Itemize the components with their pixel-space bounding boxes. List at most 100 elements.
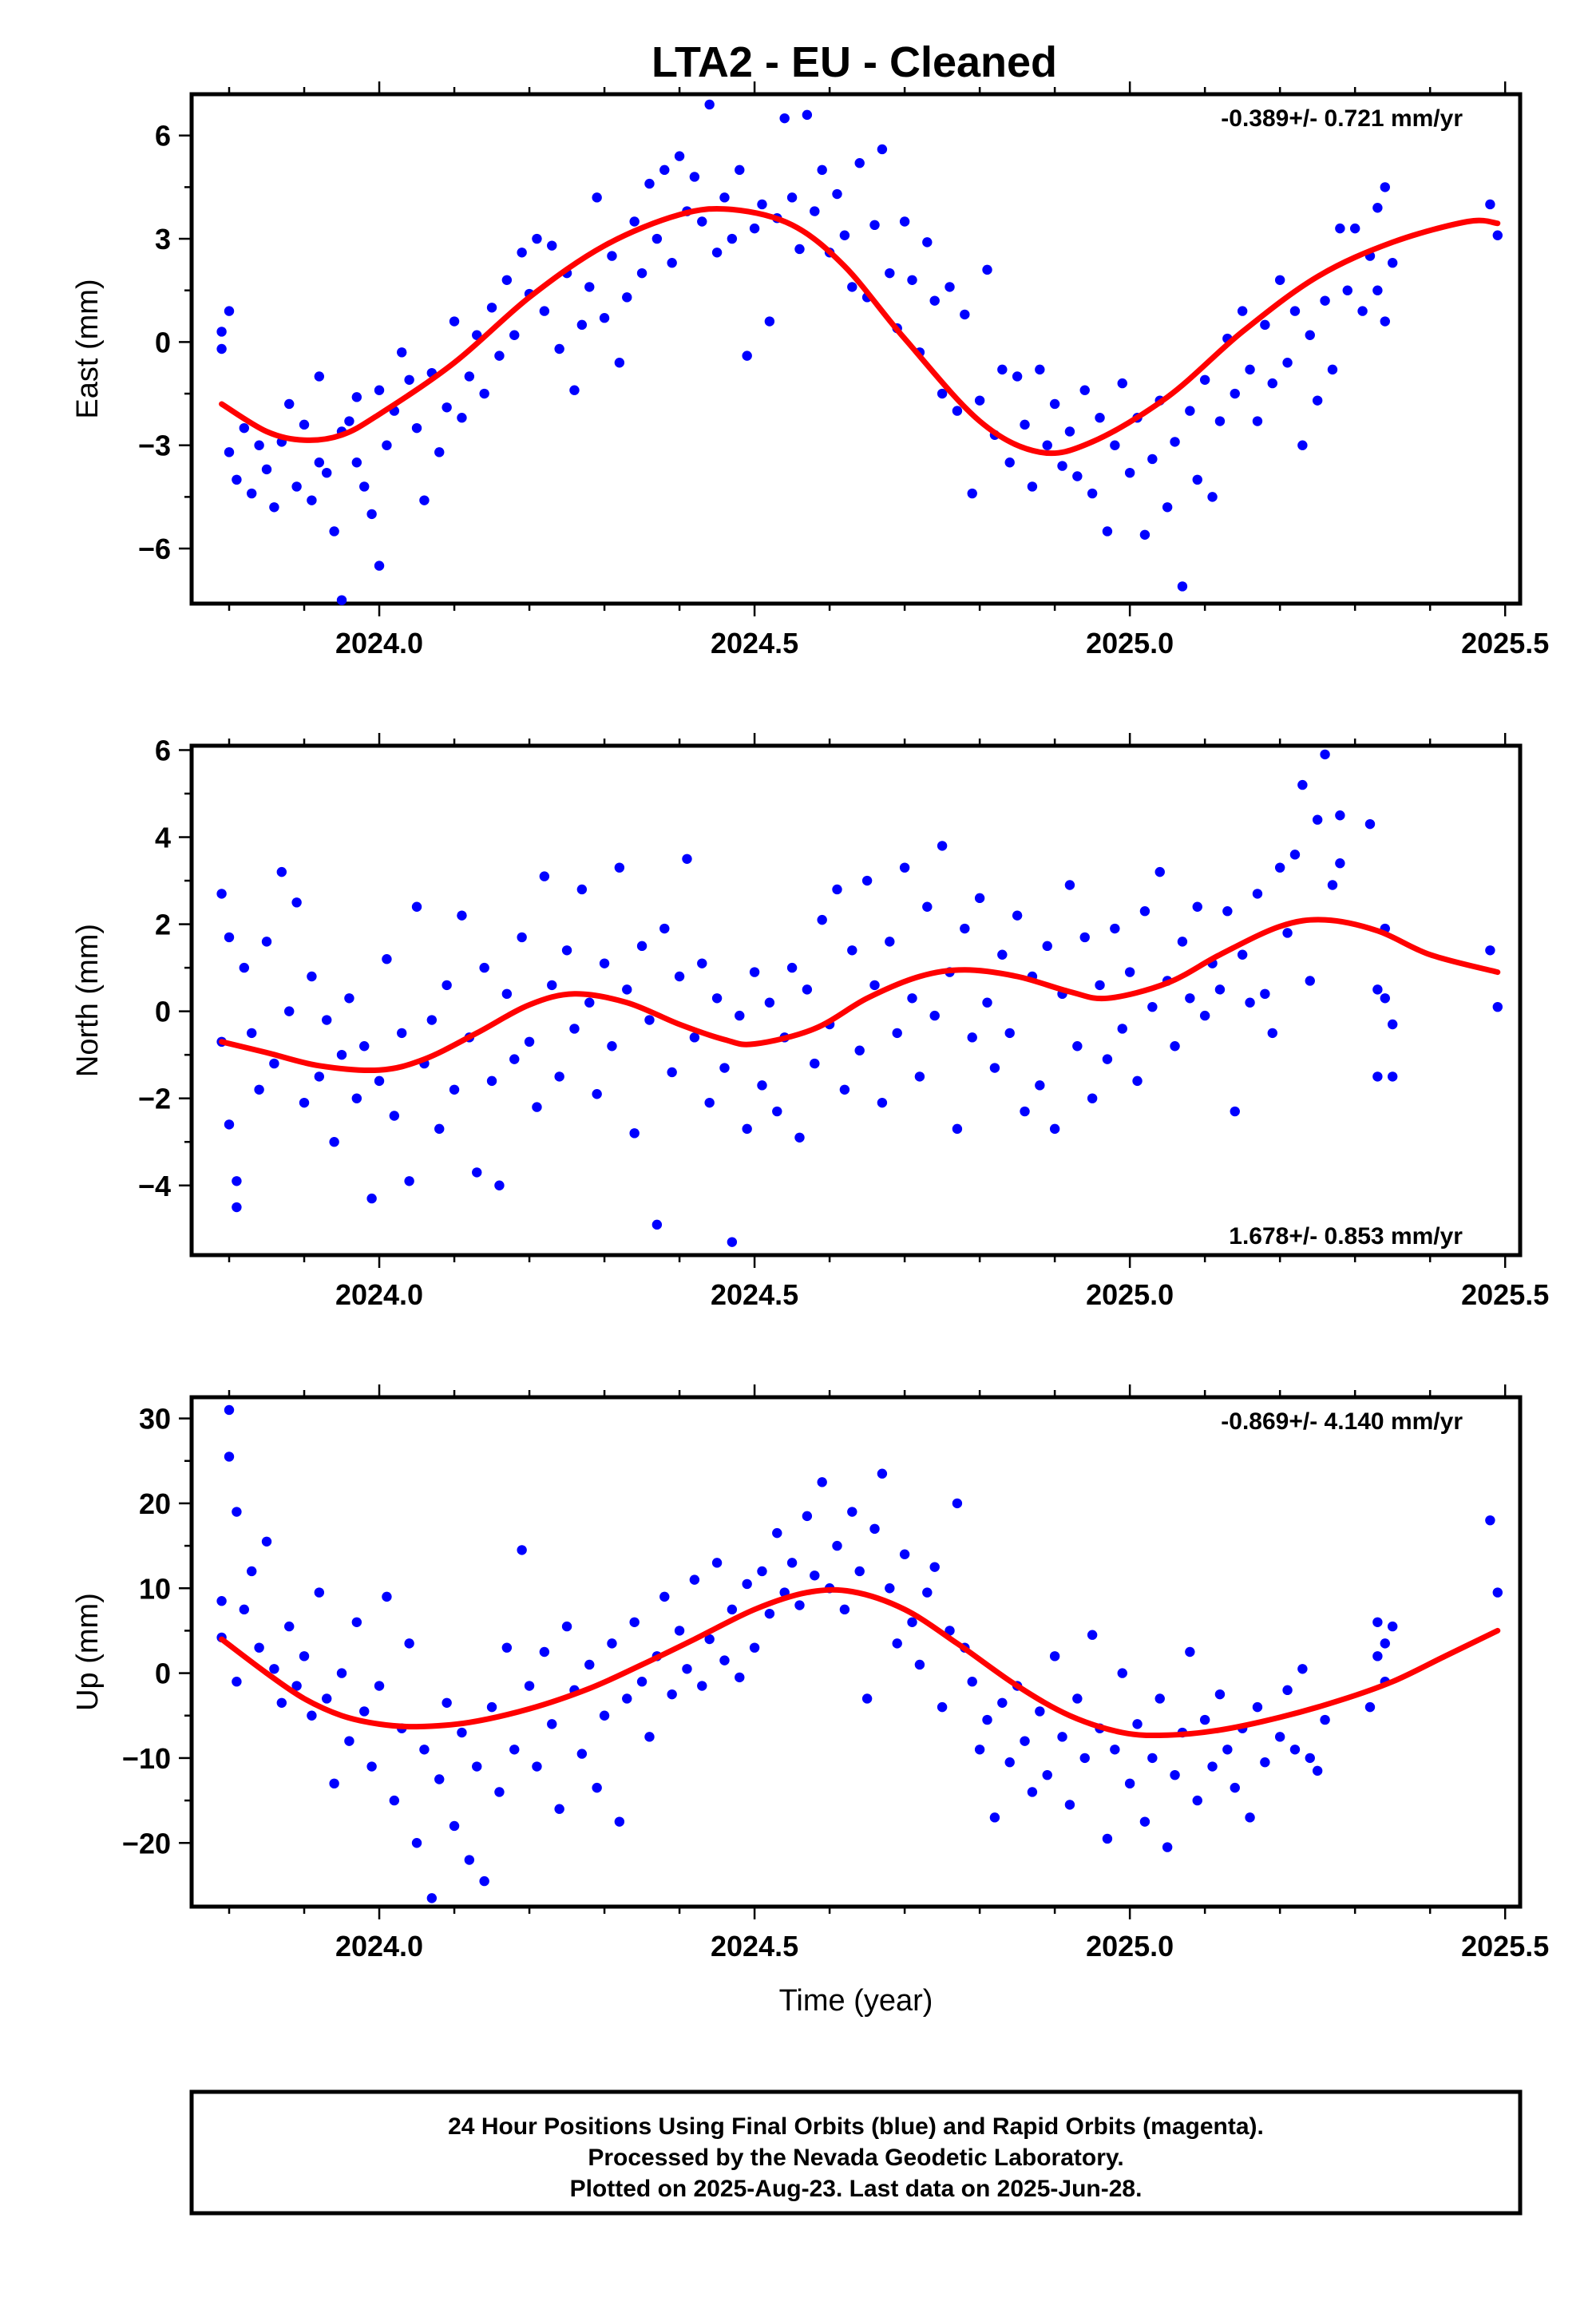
y-tick-label: 3 bbox=[155, 223, 171, 255]
observation-point bbox=[997, 364, 1008, 375]
observation-point bbox=[749, 1642, 760, 1653]
observation-point bbox=[269, 1058, 279, 1069]
observation-point bbox=[509, 330, 520, 340]
observation-point bbox=[614, 1816, 625, 1827]
observation-point bbox=[1087, 1093, 1098, 1103]
observation-point bbox=[667, 258, 677, 268]
observation-point bbox=[389, 1795, 400, 1806]
observation-point bbox=[261, 464, 272, 475]
observation-point bbox=[344, 416, 354, 426]
observation-point bbox=[1064, 1800, 1075, 1810]
north-y-axis-label: North (mm) bbox=[71, 924, 105, 1077]
observation-point bbox=[997, 1697, 1008, 1708]
observation-point bbox=[284, 398, 295, 410]
observation-point bbox=[599, 313, 610, 323]
observation-point bbox=[899, 216, 910, 227]
observation-point bbox=[1042, 941, 1052, 952]
observation-point bbox=[847, 282, 857, 292]
observation-point bbox=[494, 1180, 505, 1190]
observation-point bbox=[1012, 371, 1023, 382]
observation-point bbox=[1004, 1757, 1015, 1768]
observation-point bbox=[1305, 976, 1315, 986]
observation-point bbox=[419, 1745, 430, 1755]
observation-point bbox=[967, 1677, 977, 1687]
observation-point bbox=[254, 1642, 264, 1653]
observation-point bbox=[1027, 1787, 1038, 1797]
observation-point bbox=[786, 192, 798, 203]
observation-point bbox=[374, 385, 385, 395]
observation-point bbox=[524, 1681, 535, 1691]
observation-point bbox=[982, 1714, 992, 1725]
observation-point bbox=[1237, 306, 1248, 316]
observation-point bbox=[479, 962, 489, 973]
observation-point bbox=[794, 244, 805, 255]
observation-point bbox=[247, 1566, 257, 1577]
up-tick-marks: 2024.0 2024.5 2025.0 2025.5 −20 −10 0 10 20 30 bbox=[122, 1384, 1549, 1963]
caption-line-3: Plotted on 2025-Aug-23. Last data on 202… bbox=[570, 2176, 1143, 2202]
observation-point bbox=[232, 1202, 242, 1213]
observation-point bbox=[299, 1097, 310, 1108]
x-tick-label: 2025.5 bbox=[1461, 1278, 1549, 1311]
fit-curve bbox=[219, 1586, 1501, 1738]
caption-line-2: Processed by the Nevada Geodetic Laborat… bbox=[588, 2145, 1123, 2171]
east-y-axis-label: East (mm) bbox=[71, 279, 105, 418]
observation-point bbox=[802, 1511, 813, 1522]
up-rate-label: -0.869+/- 4.140 mm/yr bbox=[1221, 1408, 1463, 1435]
observation-point bbox=[1110, 1745, 1120, 1755]
observation-point bbox=[1154, 866, 1165, 877]
observation-point bbox=[644, 1732, 655, 1742]
observation-point bbox=[1327, 880, 1338, 890]
observation-point bbox=[847, 945, 857, 956]
observation-point bbox=[584, 1659, 595, 1670]
observation-point bbox=[1214, 1689, 1226, 1700]
observation-point bbox=[532, 1761, 542, 1772]
observation-point bbox=[885, 937, 895, 947]
observation-point bbox=[314, 1071, 325, 1082]
observation-point bbox=[472, 1761, 482, 1772]
observation-point bbox=[742, 1123, 752, 1135]
observation-point bbox=[960, 309, 970, 320]
x-tick-label: 2024.0 bbox=[335, 1278, 423, 1311]
observation-point bbox=[1079, 385, 1090, 395]
observation-point bbox=[366, 509, 377, 520]
observation-point bbox=[719, 1063, 730, 1073]
observation-point bbox=[727, 1604, 738, 1615]
observation-point bbox=[307, 971, 317, 982]
observation-point bbox=[861, 875, 873, 886]
observation-point bbox=[861, 1693, 873, 1704]
observation-point bbox=[547, 240, 557, 251]
observation-point bbox=[1132, 1719, 1143, 1729]
observation-point bbox=[772, 1106, 782, 1117]
observation-point bbox=[1282, 1685, 1293, 1696]
observation-point bbox=[247, 488, 257, 499]
observation-point bbox=[1110, 440, 1120, 450]
observation-point bbox=[974, 1745, 985, 1755]
observation-point bbox=[554, 1071, 564, 1082]
observation-point bbox=[974, 395, 985, 406]
observation-point bbox=[839, 1604, 850, 1615]
observation-point bbox=[614, 862, 625, 873]
observation-point bbox=[1139, 529, 1150, 540]
observation-point bbox=[224, 932, 235, 943]
observation-point bbox=[1192, 474, 1202, 485]
x-tick-label: 2025.0 bbox=[1086, 627, 1174, 659]
up-y-axis-label: Up (mm) bbox=[71, 1593, 105, 1711]
observation-point bbox=[576, 319, 588, 331]
observation-point bbox=[1110, 923, 1120, 934]
observation-point bbox=[1252, 889, 1263, 899]
observation-point bbox=[1260, 988, 1270, 1000]
observation-point bbox=[952, 1123, 963, 1135]
observation-point bbox=[569, 1024, 580, 1034]
y-tick-label: 2 bbox=[155, 909, 171, 941]
observation-point bbox=[336, 1049, 347, 1060]
observation-point bbox=[1020, 1736, 1030, 1746]
observation-point bbox=[224, 306, 235, 316]
observation-point bbox=[810, 1570, 820, 1581]
observation-point bbox=[1042, 1769, 1052, 1780]
observation-point bbox=[1095, 413, 1105, 423]
observation-point bbox=[216, 889, 227, 899]
observation-point bbox=[914, 1659, 925, 1670]
observation-point bbox=[629, 1128, 640, 1139]
observation-point bbox=[622, 1693, 632, 1704]
observation-point bbox=[1282, 928, 1293, 938]
